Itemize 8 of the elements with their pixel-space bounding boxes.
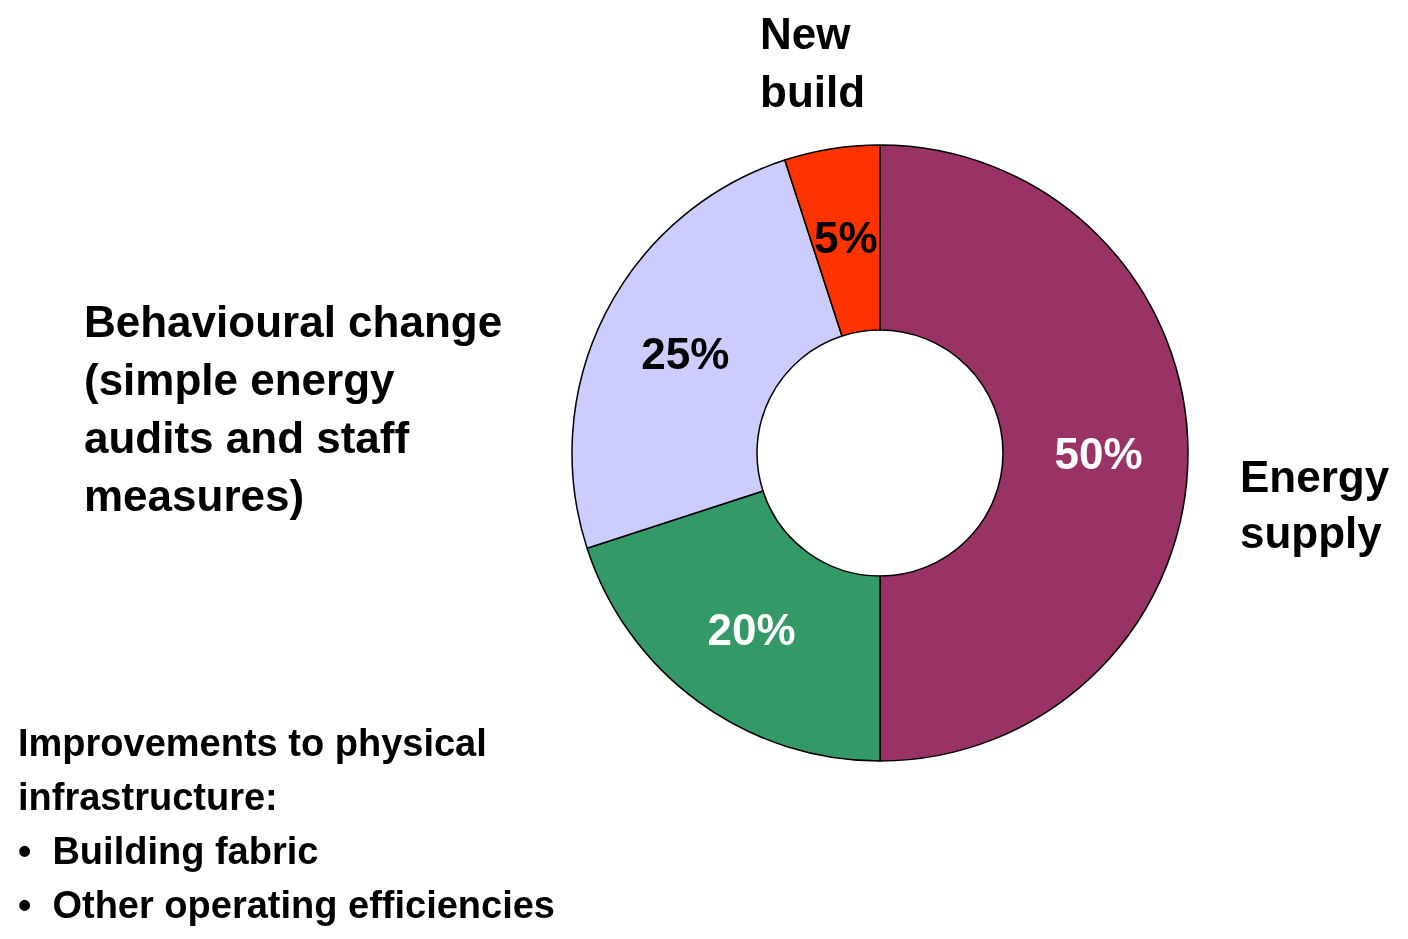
slice-label: New build (760, 8, 866, 116)
slice-label: Energy supply (1240, 451, 1390, 557)
data-label: 50% (1054, 428, 1143, 478)
slice-label: Behavioural change (simple energy audits and staff measures) (84, 296, 503, 520)
slice-label: Improvements to physical infrastructure: • Building fabric • Other operating efficiencies (18, 722, 555, 926)
data-label: 5% (814, 212, 878, 262)
data-label: 20% (707, 605, 796, 655)
data-label: 25% (641, 329, 730, 379)
